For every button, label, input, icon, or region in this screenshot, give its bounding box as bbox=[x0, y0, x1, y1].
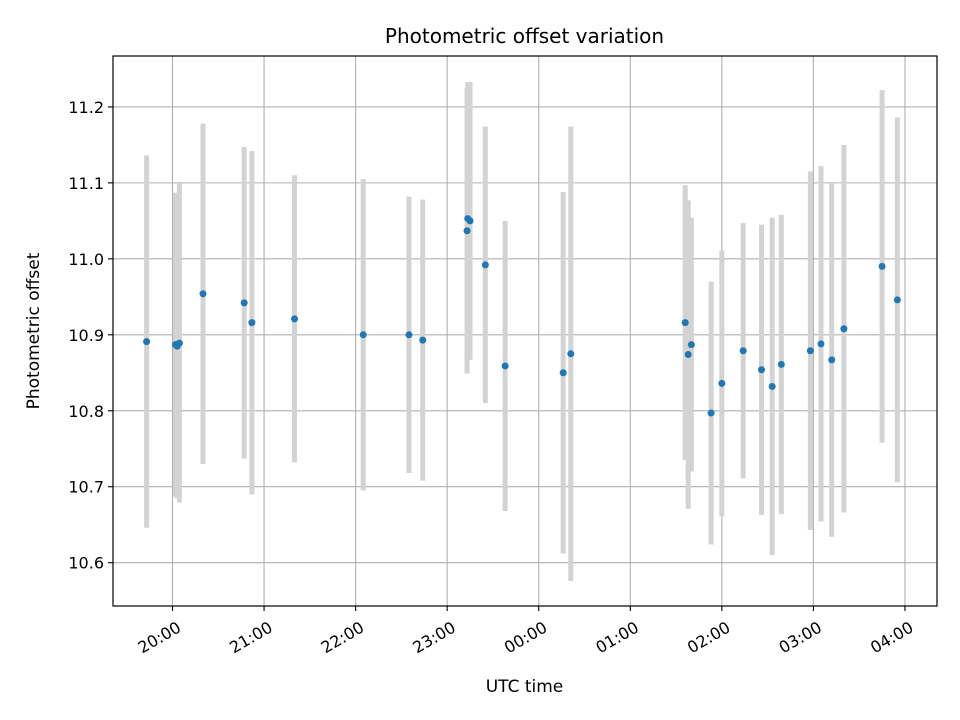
data-point bbox=[878, 262, 886, 270]
data-point bbox=[143, 338, 151, 346]
y-tick-label: 11.1 bbox=[68, 174, 104, 193]
y-tick-label: 10.9 bbox=[68, 326, 104, 345]
data-point bbox=[757, 366, 765, 374]
data-point bbox=[567, 350, 575, 358]
data-point bbox=[559, 369, 567, 377]
data-point bbox=[893, 296, 901, 304]
plot-frame bbox=[112, 55, 938, 607]
data-point bbox=[828, 356, 836, 364]
data-point bbox=[419, 336, 427, 344]
data-point bbox=[359, 331, 367, 339]
y-axis-ticks: 10.6 10.7 10.8 10.9 11.0 11.1 11.2 bbox=[68, 98, 113, 573]
data-point bbox=[684, 351, 692, 359]
data-point bbox=[687, 341, 695, 349]
chart-title: Photometric offset variation bbox=[385, 24, 664, 48]
y-tick-label: 10.7 bbox=[68, 478, 104, 497]
data-point bbox=[405, 331, 413, 339]
y-tick-label: 10.6 bbox=[68, 554, 104, 573]
data-point bbox=[777, 360, 785, 368]
data-point bbox=[681, 319, 689, 327]
y-tick-label: 10.8 bbox=[68, 402, 104, 421]
data-point bbox=[175, 339, 183, 347]
data-point bbox=[739, 347, 747, 355]
data-point bbox=[240, 299, 248, 307]
data-point bbox=[501, 362, 509, 370]
data-point bbox=[463, 227, 471, 235]
y-tick-label: 11.2 bbox=[68, 98, 104, 117]
data-point bbox=[481, 261, 489, 269]
data-point bbox=[466, 217, 474, 225]
data-point bbox=[806, 347, 814, 355]
data-point bbox=[817, 340, 825, 348]
data-point bbox=[291, 315, 299, 323]
data-point bbox=[718, 379, 726, 387]
y-axis-label: Photometric offset bbox=[24, 252, 44, 409]
data-point bbox=[840, 325, 848, 333]
data-point bbox=[707, 409, 715, 417]
data-point bbox=[199, 290, 207, 298]
data-point bbox=[248, 319, 256, 327]
y-tick-label: 11.0 bbox=[68, 250, 104, 269]
data-point bbox=[768, 382, 776, 390]
data-points bbox=[143, 215, 901, 417]
x-axis-label: UTC time bbox=[486, 677, 564, 697]
